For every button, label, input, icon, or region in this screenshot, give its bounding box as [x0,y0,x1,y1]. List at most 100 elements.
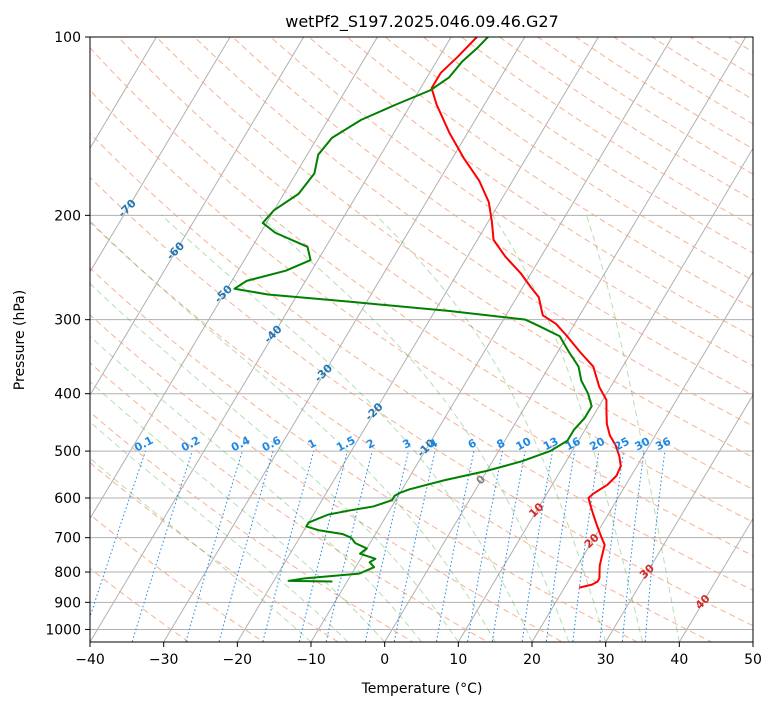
isotherm-line [90,37,305,397]
dewpoint-profile [233,37,593,583]
mixing-ratio-line [572,451,600,642]
dry-adiabat [90,514,265,642]
x-tick-label: 30 [597,652,615,668]
mixing-ratio-label: 10 [514,435,534,454]
moist-adiabat [90,421,349,642]
dry-adiabat [90,267,639,642]
mixing-ratio-line [262,450,315,642]
chart-title: wetPf2_S197.2025.046.09.46.G27 [285,12,559,32]
mixing-ratio-line [393,450,436,642]
dry-adiabat [422,37,753,254]
mixing-ratio-line [131,450,193,642]
isotherm-line [457,147,753,642]
dry-adiabat [536,37,753,175]
y-tick-label: 700 [54,531,81,547]
mixing-ratio-line [545,451,576,642]
moist-adiabat [90,282,459,642]
moist-adiabat [90,220,496,642]
background-lines [90,37,753,642]
isotherm-label: -50 [212,282,235,305]
moist-adiabat [90,335,422,642]
dry-adiabat [574,37,753,150]
isotherm-label: -100 [0,47,9,76]
x-axis-ticks: −40 −30 −20 −10 0 10 20 30 40 50 [75,642,762,668]
isotherm-line [90,37,231,273]
isotherm-line [90,37,452,642]
temperature-profile [430,37,622,589]
y-tick-label: 300 [54,313,81,329]
dry-adiabat [90,176,753,627]
mixing-ratio-label: 20 [587,435,607,454]
dry-adiabat [90,47,753,523]
isotherm-label: 40 [693,592,713,612]
isotherm-line [90,37,158,150]
isotherm-line [310,37,673,642]
mixing-ratio-label: 36 [653,434,673,453]
mixing-ratio-label: 2 [364,436,377,451]
mixing-ratio-line [325,450,373,642]
x-tick-label: −40 [75,652,105,668]
dry-adiabat [498,37,753,201]
isotherm-label: -70 [116,197,139,220]
dry-adiabat [460,37,753,227]
x-tick-label: 50 [744,652,762,668]
dry-adiabat [384,37,753,281]
x-tick-label: −20 [223,652,253,668]
dry-adiabat [90,567,190,642]
isotherm-line [163,37,526,642]
x-tick-label: 0 [380,652,389,668]
y-tick-label: 200 [54,208,81,224]
isotherm-label: 10 [526,500,546,520]
y-tick-label: 400 [54,387,81,403]
y-tick-label: 800 [54,565,81,581]
mixing-ratio-label: 30 [633,435,653,454]
mixing-ratio-line [621,451,645,642]
mixing-ratio-line [491,451,526,642]
dry-adiabat [231,37,753,397]
dry-adiabat [270,37,753,367]
isotherm-label: -20 [362,400,385,423]
x-tick-label: −10 [296,652,326,668]
isotherm-line [384,37,747,642]
y-axis-ticks: 100 200 300 400 500 600 700 800 900 1000 [45,30,90,638]
mixing-ratio-label: 25 [612,435,632,454]
y-tick-label: 100 [54,30,81,46]
y-tick-label: 900 [54,595,81,611]
mixing-ratio-label: 16 [563,434,583,453]
isotherm-label: 30 [637,561,657,581]
moist-adiabat [586,215,680,642]
mixing-ratio-line [644,451,666,642]
isotherm-line [752,641,753,642]
dry-adiabat [90,89,753,557]
mixing-ratio-label: 13 [541,435,561,454]
mixing-ratio-line [364,450,409,642]
x-tick-label: 40 [670,652,688,668]
isotherm-label: -80 [68,154,91,177]
mixing-ratio-line [90,450,146,619]
dry-adiabat [193,37,753,427]
dry-adiabat [689,37,753,77]
isotherm-label: -60 [164,239,187,262]
dry-adiabat [90,411,414,642]
dry-adiabat [727,37,753,53]
dry-adiabat [90,314,564,642]
isotherm-line [90,37,379,520]
isotherm-line [236,37,600,642]
mixing-ratio-line [435,450,475,642]
x-tick-label: 20 [523,652,541,668]
isotherm-line [531,270,753,642]
dry-adiabat [90,362,489,642]
mixing-ratio-line [185,450,243,642]
dry-adiabat [90,221,713,642]
isotherm-label: 20 [582,531,602,551]
moist-adiabat [161,214,533,642]
mixing-ratio-label: 6 [466,436,479,451]
isotherm-line [605,394,753,642]
moist-adiabat [375,214,607,642]
mixing-ratio-line [521,451,554,642]
isotherm-label: -90 [25,102,48,125]
isotherm-label: -30 [312,361,335,384]
dry-adiabat [117,37,753,490]
